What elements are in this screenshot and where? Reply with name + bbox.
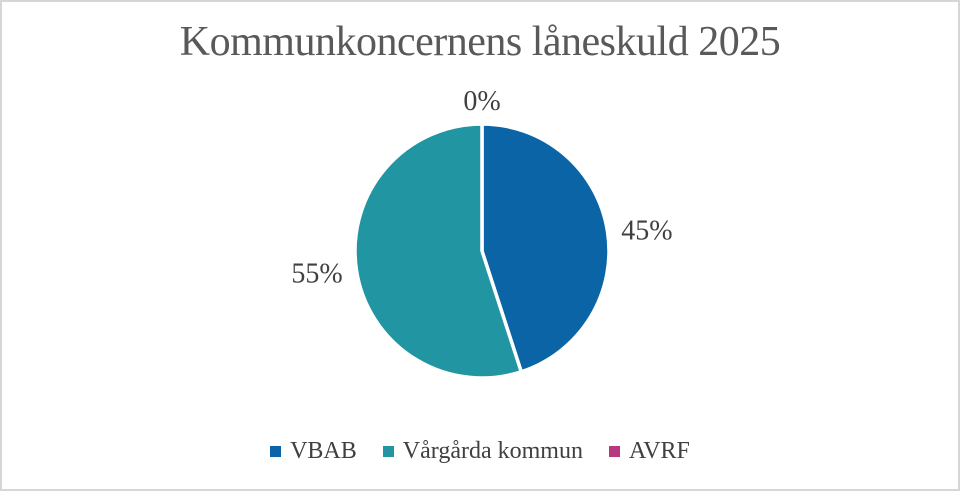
chart-title: Kommunkoncernens låneskuld 2025 — [179, 19, 781, 65]
data-label-avrf: 0% — [463, 86, 500, 117]
data-label-vbab: 45% — [621, 216, 672, 247]
pie-slice-vbab[interactable] — [480, 122, 611, 374]
legend-label-vbab: VBAB — [290, 438, 357, 464]
pie-chart: 45% 55% 0% — [291, 86, 673, 380]
legend-swatch-avrf-icon — [608, 446, 620, 457]
legend-swatch-vargarda-kommun-icon — [382, 446, 394, 457]
pie-slice-v-rg-rda-kommun[interactable] — [353, 122, 524, 380]
legend: VBAB Vårgårda kommun AVRF — [2, 438, 958, 465]
legend-label-vargarda-kommun: Vårgårda kommun — [402, 438, 583, 464]
legend-label-avrf: AVRF — [628, 438, 690, 464]
legend-item-vargarda-kommun[interactable]: Vårgårda kommun — [382, 438, 583, 465]
data-label-v-rg-rda-kommun: 55% — [291, 258, 342, 289]
legend-swatch-vbab-icon — [270, 446, 282, 457]
legend-item-vbab[interactable]: VBAB — [270, 438, 357, 465]
legend-item-avrf[interactable]: AVRF — [608, 438, 690, 465]
